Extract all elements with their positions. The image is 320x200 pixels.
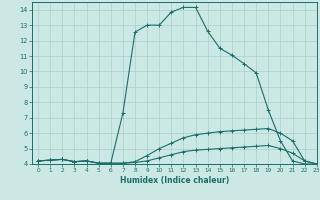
X-axis label: Humidex (Indice chaleur): Humidex (Indice chaleur) (120, 176, 229, 185)
